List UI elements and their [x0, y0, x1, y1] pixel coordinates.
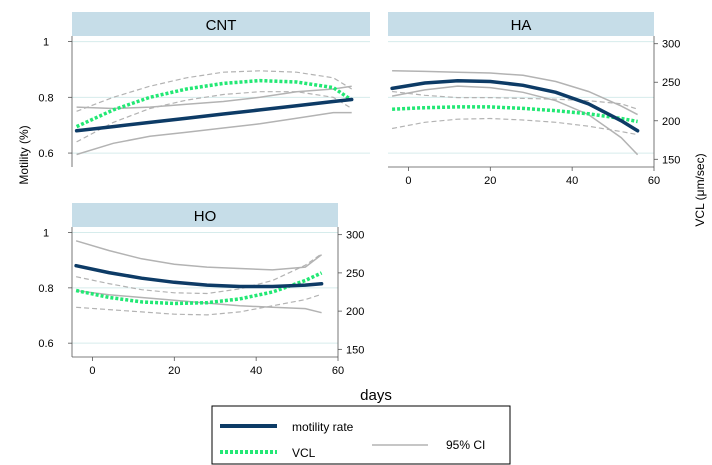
- panel-ho-y-tick-label-right: 250: [346, 268, 364, 280]
- panel-ho-y-tick-label-right: 300: [346, 230, 364, 242]
- panel-ha-x-tick-label: 0: [405, 175, 411, 187]
- panel-ha-vcl-ci-upper: [392, 90, 638, 110]
- panel-ha-y-tick-label-right: 200: [662, 116, 680, 128]
- panel-cnt-y-tick-label-left: 0.6: [38, 148, 53, 160]
- panel-ha-vcl-ci-lower: [391, 117, 638, 136]
- panel-cnt-plot: 0.6 0.8 1: [38, 36, 370, 167]
- panel-ho-title: HO: [194, 208, 217, 225]
- panel-ha-y-tick-label-right: 150: [662, 154, 680, 166]
- panel-cnt-motility-ci-upper: [76, 85, 352, 110]
- panel-ha-vcl-line: [392, 105, 638, 124]
- panel-ho-motility-line: [74, 263, 324, 289]
- panel-ha-motility-line: [390, 78, 640, 133]
- panel-ho-y-tick-label-left: 1: [43, 228, 49, 240]
- panel-ha-y-tick-label-right: 300: [662, 39, 680, 51]
- panel-ho-x-tick-label: 0: [89, 365, 95, 377]
- panel-ha-y-tick-label-right: 250: [662, 77, 680, 89]
- x-axis-title: days: [360, 387, 392, 404]
- panel-ho-y-tick-label-right: 150: [346, 344, 364, 356]
- panel-cnt-y-tick-label-left: 1: [43, 37, 49, 49]
- panel-ho-motility-ci-upper: [75, 240, 323, 271]
- legend-label-ci: 95% CI: [446, 438, 485, 452]
- panel-ha-x-tick-label: 40: [566, 175, 578, 187]
- panel-cnt-vcl-ci-upper: [76, 70, 353, 112]
- panel-ha-plot: 150 200 250 300 0 20 40 60: [388, 36, 680, 187]
- panel-cnt-title: CNT: [206, 17, 237, 34]
- panel-cnt-motility-ci-lower: [76, 111, 352, 156]
- panel-ho-y-tick-label-right: 200: [346, 306, 364, 318]
- panel-cnt-y-tick-label-left: 0.8: [38, 92, 53, 104]
- panel-ho-vcl-ci-upper: [75, 253, 322, 295]
- legend-label-vcl: VCL: [292, 446, 316, 460]
- panel-ha-motility-ci-upper: [392, 69, 638, 116]
- panel-ho-header: [72, 203, 338, 227]
- panel-cnt: CNT 0.6 0.8 1: [38, 12, 370, 167]
- legend-box: [211, 405, 511, 465]
- panel-ho-y-tick-label-left: 0.6: [38, 338, 53, 350]
- panel-ho-y-tick-label-left: 0.8: [38, 283, 53, 295]
- panel-ho-plot: 0.6 0.8 1 150 200 250 300 0 20 40 60: [38, 227, 364, 377]
- panel-cnt-header: [72, 12, 370, 36]
- panel-ho: HO 0.6 0.8 1 150 200 250 300 0 20 40 60: [38, 203, 364, 377]
- legend-label-motility: motility rate: [292, 420, 354, 434]
- panel-cnt-vcl-line: [75, 78, 353, 129]
- panel-ha-x-tick-label: 20: [484, 175, 496, 187]
- panel-ha-title: HA: [511, 17, 532, 34]
- panel-ha-header: [388, 12, 654, 36]
- panel-cnt-motility-line: [74, 97, 354, 133]
- y-axis-label-left: Motility (%): [17, 125, 31, 184]
- panel-ha-x-tick-label: 60: [648, 175, 660, 187]
- panel-ho-x-tick-label: 20: [168, 365, 180, 377]
- panel-ho-x-tick-label: 60: [332, 365, 344, 377]
- y-axis-label-right: VCL (μm/sec): [693, 153, 707, 226]
- panel-ha: HA 150 200 250 300 0 20 40 60: [388, 12, 680, 187]
- panel-ho-x-tick-label: 40: [250, 365, 262, 377]
- panel-ho-vcl-ci-lower: [76, 293, 322, 316]
- panel-cnt-vcl-ci-lower: [76, 91, 353, 143]
- legend: motility rate VCL 95% CI: [211, 405, 511, 465]
